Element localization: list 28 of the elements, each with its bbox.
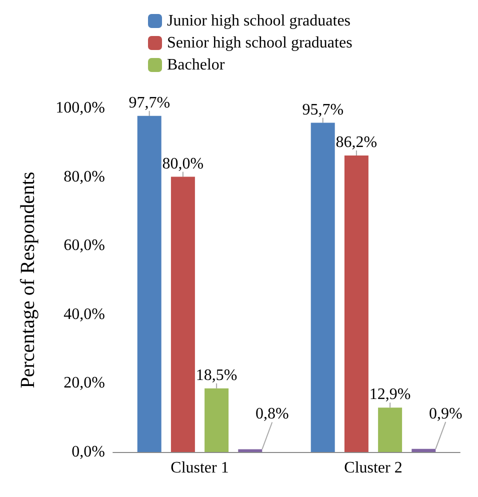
data-label: 12,9% bbox=[369, 386, 411, 404]
bar bbox=[344, 155, 368, 452]
y-axis-title: Percentage of Respondents bbox=[17, 171, 39, 388]
y-tick-label: 0,0% bbox=[72, 444, 105, 460]
data-label: 80,0% bbox=[162, 155, 204, 172]
x-tick-label: Cluster 1 bbox=[170, 460, 229, 476]
y-tick-label: 20,0% bbox=[64, 374, 105, 392]
bar bbox=[310, 122, 335, 452]
bar bbox=[170, 176, 195, 452]
data-label: 18,5% bbox=[196, 366, 238, 384]
data-label: 97,7% bbox=[128, 94, 170, 112]
data-label: 95,7% bbox=[302, 101, 344, 118]
x-tick-label: Cluster 2 bbox=[344, 460, 402, 476]
y-tick-label: 60,0% bbox=[64, 237, 105, 254]
y-tick-label: 100,0% bbox=[56, 100, 105, 116]
bar bbox=[378, 408, 402, 452]
data-label: 0,9% bbox=[428, 405, 462, 422]
data-label: 86,2% bbox=[336, 134, 378, 151]
bar bbox=[204, 388, 229, 452]
bar bbox=[137, 116, 162, 452]
legend-label: Senior high school graduates bbox=[167, 34, 352, 52]
legend-label: Bachelor bbox=[167, 56, 226, 74]
data-label: 0,8% bbox=[255, 406, 289, 423]
legend-label: Junior high school graduates bbox=[167, 12, 351, 30]
y-tick-label: 40,0% bbox=[64, 306, 105, 323]
y-tick-label: 80,0% bbox=[64, 168, 105, 186]
bar bbox=[238, 449, 262, 452]
bar bbox=[412, 448, 436, 452]
